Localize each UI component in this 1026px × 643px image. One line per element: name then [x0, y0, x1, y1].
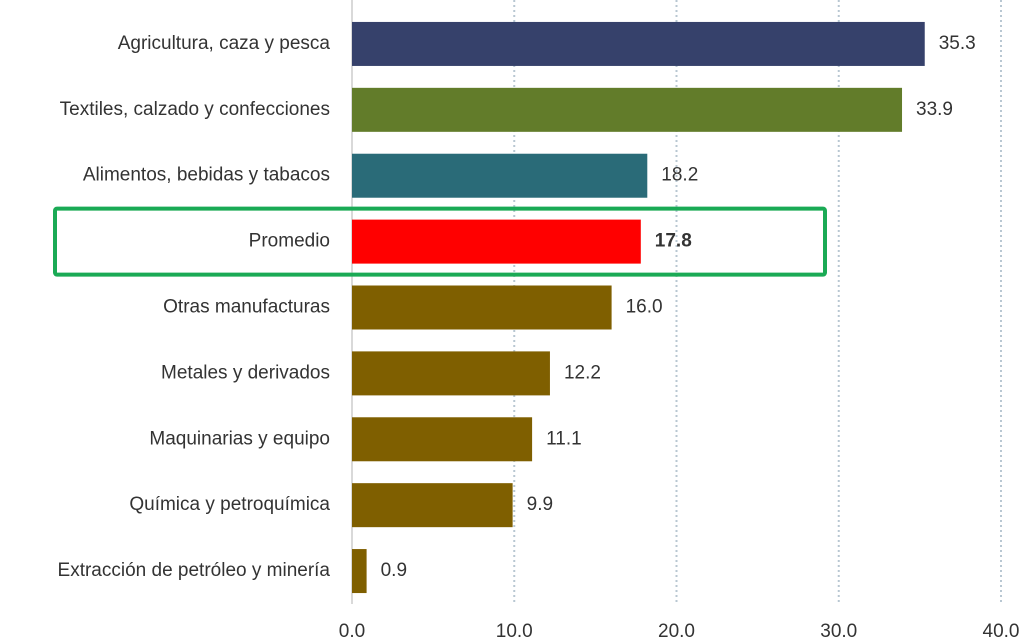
data-label: 16.0 — [626, 297, 663, 318]
data-label: 35.3 — [939, 33, 976, 54]
bar — [352, 21, 925, 66]
category-label: Alimentos, bebidas y tabacos — [83, 165, 330, 186]
data-label: 33.9 — [916, 99, 953, 120]
x-tick-label: 30.0 — [820, 621, 857, 642]
data-label: 17.8 — [655, 231, 692, 252]
category-label: Textiles, calzado y confecciones — [60, 99, 330, 120]
bar — [352, 351, 550, 396]
category-label: Agricultura, caza y pesca — [118, 33, 331, 54]
x-tick-label: 40.0 — [983, 621, 1020, 642]
category-label: Maquinarias y equipo — [149, 428, 330, 449]
x-tick-label: 20.0 — [658, 621, 695, 642]
category-label: Química y petroquímica — [129, 494, 330, 515]
bar — [352, 153, 648, 198]
bar — [352, 549, 367, 594]
highlight-box — [53, 206, 827, 277]
data-label: 0.9 — [381, 560, 407, 581]
category-label: Extracción de petróleo y minería — [58, 560, 331, 581]
data-label: 12.2 — [564, 362, 601, 383]
bar — [352, 417, 533, 462]
bar — [352, 285, 612, 330]
data-label: 11.1 — [546, 428, 582, 449]
bar — [352, 219, 641, 264]
data-label: 9.9 — [527, 494, 553, 515]
category-label: Promedio — [249, 231, 330, 252]
bar — [352, 87, 903, 132]
data-label: 18.2 — [661, 165, 698, 186]
x-tick-label: 10.0 — [496, 621, 533, 642]
bar — [352, 483, 513, 528]
x-tick-label: 0.0 — [339, 621, 365, 642]
category-label: Metales y derivados — [161, 362, 330, 383]
category-label: Otras manufacturas — [163, 297, 330, 318]
